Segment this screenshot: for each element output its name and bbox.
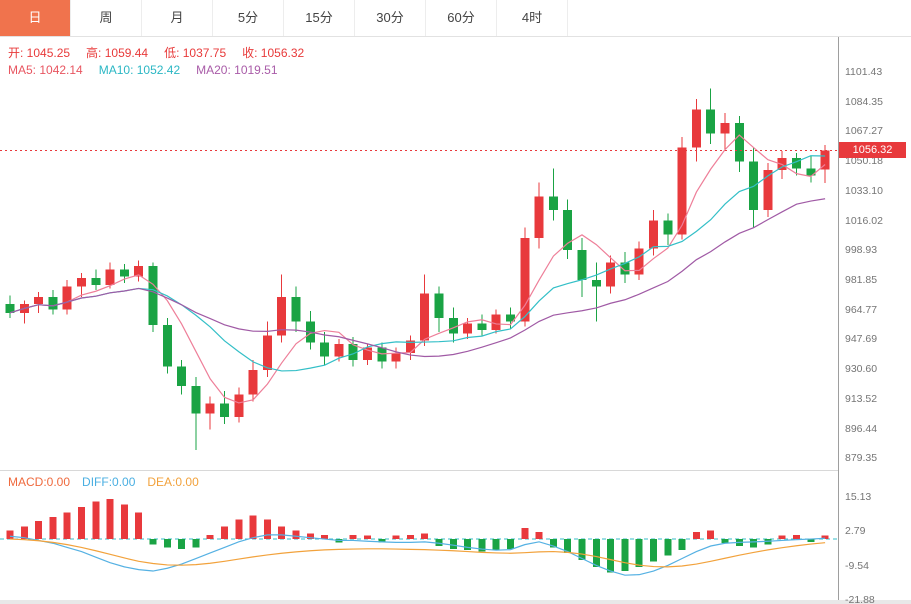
macd-axis-tick: 2.79 bbox=[845, 525, 866, 538]
price-axis-tick: 1101.43 bbox=[845, 66, 883, 78]
tab-5min[interactable]: 5分 bbox=[213, 0, 284, 36]
timeframe-tabbar: 日 周 月 5分 15分 30分 60分 4时 bbox=[0, 0, 911, 37]
price-axis-tick: 964.77 bbox=[845, 303, 878, 316]
axis-divider bbox=[838, 36, 839, 604]
price-axis-tick: 947.69 bbox=[845, 333, 878, 346]
price-axis-tick: 981.85 bbox=[845, 274, 878, 287]
macd-axis-tick: -9.54 bbox=[845, 559, 869, 572]
price-axis-tick: 998.93 bbox=[845, 244, 878, 257]
price-axis-tick: 1067.27 bbox=[845, 125, 883, 138]
price-axis-tick: 1016.02 bbox=[845, 214, 883, 227]
price-axis-tick: 896.44 bbox=[845, 422, 878, 435]
price-axis-tick: 879.35 bbox=[845, 452, 878, 465]
tab-15min[interactable]: 15分 bbox=[284, 0, 355, 36]
macd-axis-tick: -21.88 bbox=[845, 593, 875, 604]
price-axis-tick: 930.60 bbox=[845, 363, 878, 376]
macd-axis-tick: 15.13 bbox=[845, 491, 872, 503]
price-axis-tick: 1084.35 bbox=[845, 95, 883, 108]
tab-30min[interactable]: 30分 bbox=[355, 0, 426, 36]
pane-divider bbox=[0, 470, 838, 471]
horizontal-scrollbar[interactable] bbox=[0, 600, 911, 604]
tab-day[interactable]: 日 bbox=[0, 0, 71, 36]
tab-4hour[interactable]: 4时 bbox=[497, 0, 568, 36]
tab-60min[interactable]: 60分 bbox=[426, 0, 497, 36]
tab-week[interactable]: 周 bbox=[71, 0, 142, 36]
tab-month[interactable]: 月 bbox=[142, 0, 213, 36]
current-price-tag: 1056.32 bbox=[839, 142, 906, 159]
price-axis-tick: 913.52 bbox=[845, 392, 878, 405]
price-axis-tick: 1033.10 bbox=[845, 184, 883, 197]
